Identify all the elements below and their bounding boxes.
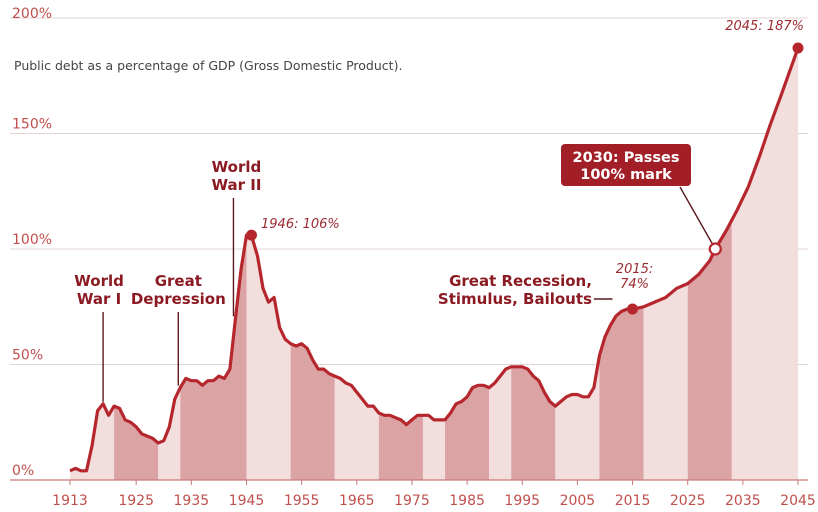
- leader-line: [679, 186, 716, 250]
- debt-line: [69, 47, 800, 473]
- annotation-box-2030: [559, 142, 693, 188]
- x-axis-ticks: 1913 1925 1935 1945 1955 1965 1975 1985 1995 2005…: [52, 480, 816, 509]
- marker-1946: [246, 229, 257, 241]
- marker-2030: [708, 242, 722, 256]
- marker-2045: [792, 42, 804, 54]
- x-tick-label: 1913: [52, 493, 88, 509]
- x-tick-label: 1985: [449, 493, 485, 509]
- x-tick-label: 1945: [229, 493, 265, 509]
- x-tick-label: 1975: [394, 493, 430, 509]
- y-tick-label: 0%: [12, 463, 34, 479]
- x-tick-label: 2025: [670, 493, 706, 509]
- marker-2015: [627, 303, 639, 315]
- annotation-2030: 2030: Passes 100% mark: [573, 150, 680, 183]
- annotation-world-war-2: World War II: [211, 158, 261, 194]
- annotation-2045: 2045: 187%: [725, 19, 804, 34]
- x-tick-label: 1995: [504, 493, 540, 509]
- y-axis-ticks: 0% 50% 100% 150% 200%: [12, 6, 52, 479]
- annotation-1946-peak: 1946: 106%: [261, 217, 340, 232]
- y-tick-label: 100%: [12, 232, 52, 248]
- x-tick-label: 2005: [560, 493, 596, 509]
- chart-subtitle: Public debt as a percentage of GDP (Gros…: [14, 58, 403, 73]
- era-band: [731, 48, 798, 480]
- series-line: [10, 47, 808, 481]
- x-tick-label: 2035: [725, 493, 761, 509]
- annotation-great-depression: Great Depression: [131, 272, 226, 308]
- x-tick-label: 2045: [780, 493, 816, 509]
- x-tick-label: 2015: [615, 493, 651, 509]
- x-tick-label: 1925: [118, 493, 154, 509]
- x-tick-label: 1955: [284, 493, 320, 509]
- x-tick-label: 1935: [174, 493, 210, 509]
- y-tick-label: 150%: [12, 117, 52, 133]
- y-tick-label: 50%: [12, 348, 43, 364]
- y-tick-label: 200%: [12, 6, 52, 22]
- annotation-world-war-1: World War I: [74, 272, 124, 308]
- annotation-great-recession: Great Recession, Stimulus, Bailouts: [438, 272, 592, 308]
- x-tick-label: 1965: [339, 493, 375, 509]
- annotation-2015: 2015: 74%: [616, 262, 653, 292]
